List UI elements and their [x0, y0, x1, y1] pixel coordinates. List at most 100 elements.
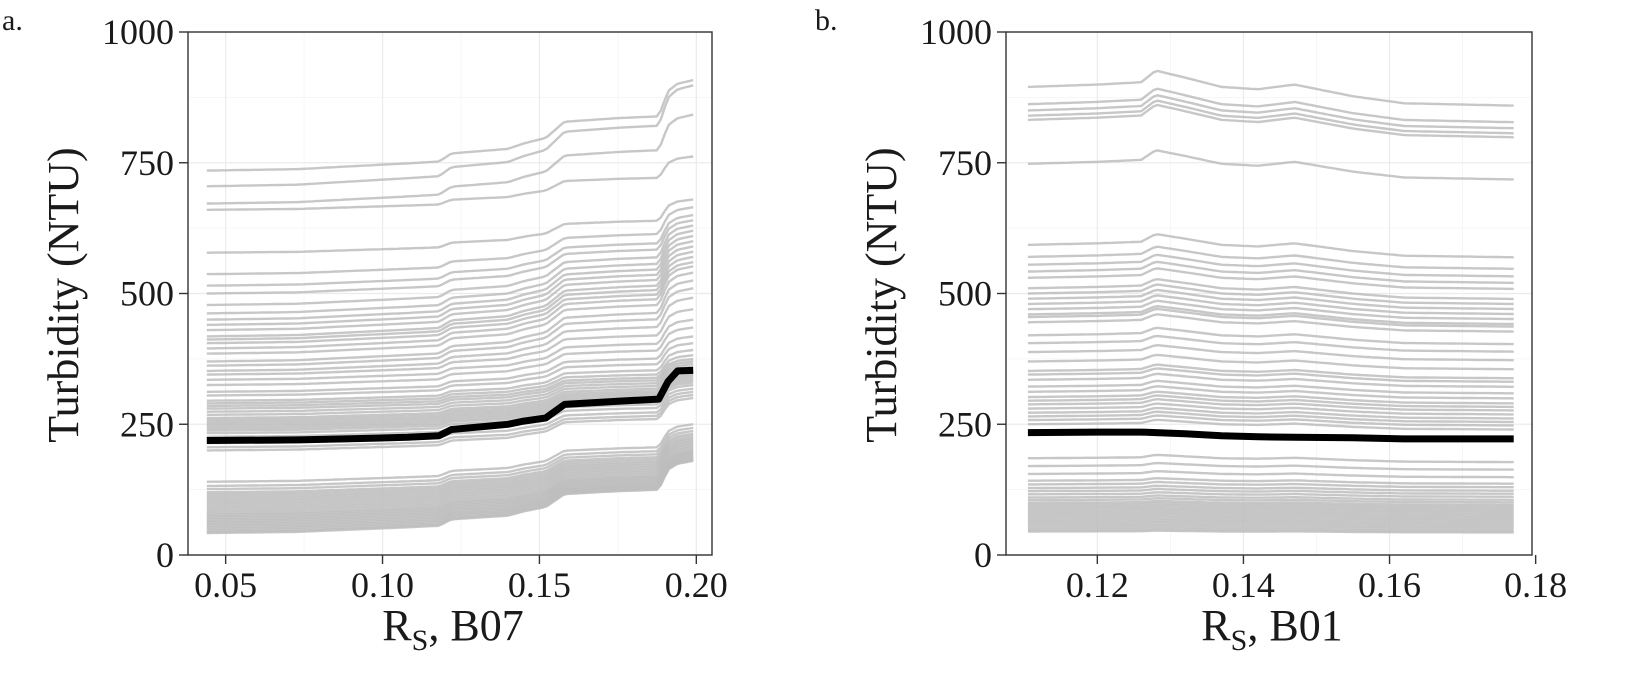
ice-curve — [1027, 461, 1514, 471]
panel-a: a. 0 250 500 750 1000 0.05 0.10 0.15 0.20 Turbi… — [2, 4, 728, 657]
ice-curve — [206, 449, 694, 515]
ice-curve — [206, 213, 694, 287]
x-tick-label: 0.12 — [1066, 565, 1129, 605]
ice-curve — [1027, 418, 1514, 431]
ice-curve — [206, 396, 694, 452]
x-tick-label: 0.18 — [1504, 565, 1567, 605]
ice-curve — [1027, 453, 1514, 464]
ice-curve — [1027, 496, 1514, 504]
ice-curve — [206, 368, 694, 420]
ice-curve — [1027, 469, 1514, 479]
y-tick-label: 750 — [938, 143, 992, 183]
ice-curve — [206, 234, 694, 321]
mean-curve — [206, 366, 694, 444]
ice-curve — [1027, 69, 1514, 107]
ice-curve — [1027, 99, 1514, 135]
ice-curve — [1027, 260, 1514, 285]
ice-curve — [1027, 414, 1514, 427]
ice-curve — [206, 354, 694, 405]
ice-curve — [1027, 394, 1514, 409]
y-tick-label: 0 — [156, 535, 174, 575]
ice-curve — [1027, 326, 1514, 346]
y-tick-label: 750 — [120, 143, 174, 183]
ice-curve — [206, 265, 694, 350]
ice-curve — [206, 219, 694, 295]
ice-curve — [1027, 299, 1514, 321]
grid — [188, 31, 712, 556]
x-axis-title-subscript: S — [412, 624, 429, 657]
ice-curve — [1027, 103, 1514, 139]
ice-curve — [1027, 379, 1514, 395]
ice-curve — [1027, 506, 1514, 512]
ice-curve — [1027, 304, 1514, 326]
ice-curve — [1027, 343, 1514, 362]
ice-curve — [1027, 288, 1514, 311]
ice-curve — [1027, 501, 1514, 508]
y-tick-label: 250 — [120, 404, 174, 444]
ice-curve — [1027, 525, 1514, 531]
ice-curve — [1027, 494, 1514, 501]
ice-curve — [1027, 514, 1514, 521]
ice-curve — [1027, 267, 1514, 291]
x-axis-title-main: R — [1201, 601, 1231, 650]
y-tick-label: 500 — [938, 274, 992, 314]
x-tick-label: 0.14 — [1212, 565, 1275, 605]
ice-curve — [206, 370, 694, 422]
ice-curve — [206, 432, 694, 494]
mean-curve-line — [1027, 428, 1514, 443]
y-axis-title: Turbidity (NTU) — [857, 147, 906, 442]
ice-curve — [206, 84, 694, 188]
panel-b: b. 0 250 500 750 1000 0.12 0.14 0.16 0.18 Turbi… — [815, 4, 1567, 657]
ice-curve — [206, 308, 694, 376]
ice-curve — [1027, 87, 1514, 124]
ice-curve — [206, 287, 694, 367]
ice-curve — [1027, 510, 1514, 516]
x-tick-label: 0.20 — [665, 565, 728, 605]
ice-curve — [1027, 277, 1514, 301]
ice-curve — [206, 383, 694, 435]
ice-curve — [1027, 480, 1514, 489]
ice-curve — [206, 357, 694, 408]
ice-curve — [206, 229, 694, 315]
ice-curve — [1027, 94, 1514, 130]
ice-curve — [1027, 476, 1514, 485]
y-axis-title: Turbidity (NTU) — [39, 147, 88, 442]
ice-curve — [206, 113, 694, 205]
ice-curve — [206, 429, 694, 491]
ice-curve — [1027, 385, 1514, 400]
ice-curve — [1027, 402, 1514, 416]
ice-curve — [206, 240, 694, 327]
ice-curve — [206, 78, 694, 172]
ice-curve — [206, 374, 694, 426]
ice-curve — [206, 318, 694, 381]
x-axis-title-suffix: , B07 — [428, 601, 523, 650]
x-tick-label: 0.05 — [194, 565, 257, 605]
ice-curve — [1027, 523, 1514, 529]
x-axis-title: RS, B07 — [382, 601, 523, 657]
x-tick-label: 0.10 — [351, 565, 414, 605]
ice-curve — [1027, 410, 1514, 424]
ice-curve — [206, 155, 694, 212]
ice-curves — [1027, 69, 1514, 534]
ice-curve — [1027, 294, 1514, 316]
y-tick-label: 1000 — [102, 12, 174, 52]
ice-curve — [206, 255, 694, 341]
ice-curve — [206, 459, 694, 535]
ice-curve — [1027, 367, 1514, 383]
ice-curve — [206, 444, 694, 509]
ice-curve — [1027, 521, 1514, 527]
ice-curve — [206, 224, 694, 307]
ice-curve — [206, 426, 694, 488]
ice-curve — [1027, 527, 1514, 533]
ice-curve — [206, 452, 694, 520]
ice-curve — [206, 438, 694, 500]
ice-curve — [206, 245, 694, 332]
ice-curve — [206, 436, 694, 498]
ice-curve — [1027, 491, 1514, 498]
ice-curve — [1027, 253, 1514, 278]
ice-curve — [1027, 512, 1514, 518]
ice-curve — [206, 335, 694, 393]
ice-curve — [206, 446, 694, 511]
y-ticks: 0 250 500 750 1000 — [102, 12, 188, 575]
